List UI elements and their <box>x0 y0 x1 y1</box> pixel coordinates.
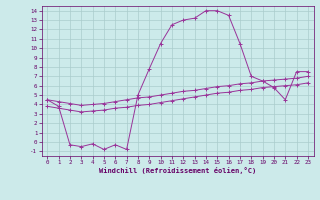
X-axis label: Windchill (Refroidissement éolien,°C): Windchill (Refroidissement éolien,°C) <box>99 167 256 174</box>
